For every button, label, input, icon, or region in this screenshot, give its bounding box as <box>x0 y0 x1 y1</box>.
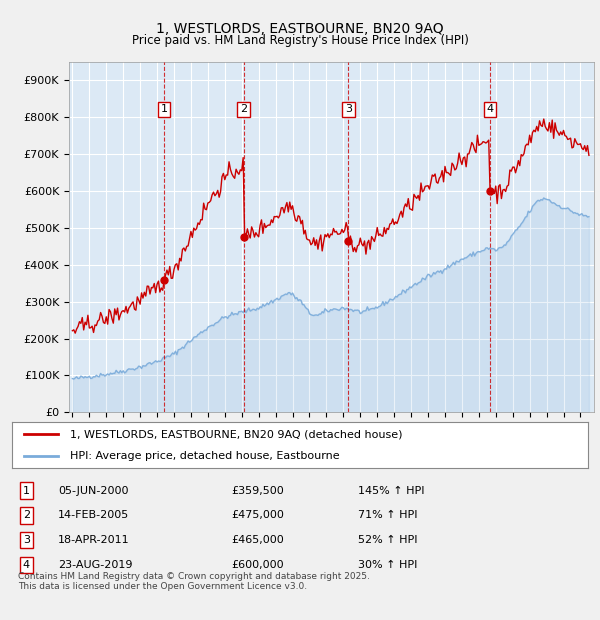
Text: 05-JUN-2000: 05-JUN-2000 <box>58 485 128 495</box>
Text: 1: 1 <box>161 104 167 114</box>
Text: 2: 2 <box>240 104 247 114</box>
Text: 18-APR-2011: 18-APR-2011 <box>58 535 130 545</box>
Text: 1, WESTLORDS, EASTBOURNE, BN20 9AQ (detached house): 1, WESTLORDS, EASTBOURNE, BN20 9AQ (deta… <box>70 429 402 439</box>
Text: 3: 3 <box>23 535 30 545</box>
Text: 4: 4 <box>486 104 493 114</box>
Text: 4: 4 <box>23 560 30 570</box>
Text: Contains HM Land Registry data © Crown copyright and database right 2025.
This d: Contains HM Land Registry data © Crown c… <box>18 572 370 591</box>
Text: £465,000: £465,000 <box>231 535 284 545</box>
Text: 71% ↑ HPI: 71% ↑ HPI <box>358 510 417 520</box>
Text: 30% ↑ HPI: 30% ↑ HPI <box>358 560 417 570</box>
Text: 23-AUG-2019: 23-AUG-2019 <box>58 560 133 570</box>
Text: £475,000: £475,000 <box>231 510 284 520</box>
Text: 52% ↑ HPI: 52% ↑ HPI <box>358 535 417 545</box>
Text: 2: 2 <box>23 510 30 520</box>
Text: 1: 1 <box>23 485 30 495</box>
Text: 3: 3 <box>345 104 352 114</box>
Text: 1, WESTLORDS, EASTBOURNE, BN20 9AQ: 1, WESTLORDS, EASTBOURNE, BN20 9AQ <box>156 22 444 36</box>
Text: £359,500: £359,500 <box>231 485 284 495</box>
Text: 14-FEB-2005: 14-FEB-2005 <box>58 510 130 520</box>
Text: HPI: Average price, detached house, Eastbourne: HPI: Average price, detached house, East… <box>70 451 339 461</box>
Text: £600,000: £600,000 <box>231 560 284 570</box>
Text: 145% ↑ HPI: 145% ↑ HPI <box>358 485 424 495</box>
Text: Price paid vs. HM Land Registry's House Price Index (HPI): Price paid vs. HM Land Registry's House … <box>131 34 469 47</box>
